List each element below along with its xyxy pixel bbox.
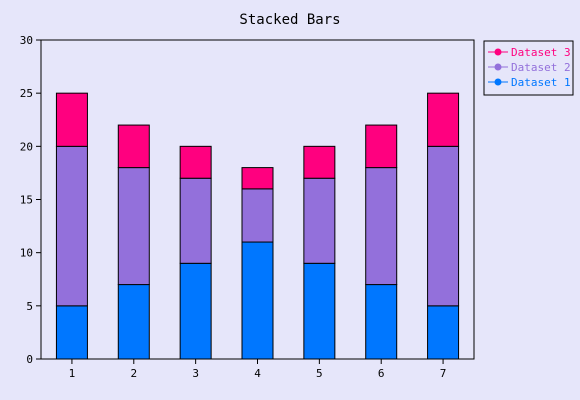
- y-tick-label: 20: [20, 140, 33, 153]
- y-tick-label: 10: [20, 247, 33, 260]
- x-tick-label: 3: [192, 367, 199, 380]
- legend-marker: [494, 78, 502, 86]
- legend-label-dataset-3: Dataset 3: [511, 46, 571, 59]
- bar-segment-dataset-2: [179, 177, 212, 264]
- legend: Dataset 3 Dataset 2 Dataset 1: [483, 40, 574, 96]
- x-tick-label: 4: [254, 367, 261, 380]
- bar-segment-dataset-3: [427, 92, 460, 147]
- bar-segment-dataset-3: [303, 145, 336, 179]
- bar-segment-dataset-3: [365, 124, 398, 169]
- bar-segment-dataset-2: [55, 145, 88, 307]
- x-tick-label: 1: [69, 367, 76, 380]
- bar-segment-dataset-3: [179, 145, 212, 179]
- bar-segment-dataset-3: [55, 92, 88, 147]
- bar-segment-dataset-2: [365, 167, 398, 286]
- legend-label-dataset-2: Dataset 2: [511, 61, 571, 74]
- bar-segment-dataset-3: [241, 167, 274, 190]
- legend-marker: [494, 48, 502, 56]
- x-tick-label: 5: [316, 367, 323, 380]
- x-tick-label: 7: [440, 367, 447, 380]
- legend-label-dataset-1: Dataset 1: [511, 76, 571, 89]
- axes-layer: 0 5 10 15 20 25 30 1 2 3 4 5 6 7: [20, 34, 447, 380]
- y-tick-label: 5: [26, 300, 33, 313]
- y-tick-label: 25: [20, 87, 33, 100]
- bars-layer: [55, 92, 460, 360]
- y-tick-label: 0: [26, 353, 33, 366]
- bar-segment-dataset-1: [303, 262, 336, 360]
- bar-segment-dataset-1: [427, 305, 460, 360]
- bar-segment-dataset-2: [427, 145, 460, 307]
- y-tick-label: 30: [20, 34, 33, 47]
- bar-segment-dataset-1: [241, 241, 274, 360]
- x-tick-label: 6: [378, 367, 385, 380]
- y-tick-label: 15: [20, 194, 33, 207]
- legend-marker: [494, 63, 502, 71]
- bar-segment-dataset-1: [117, 284, 150, 360]
- bar-segment-dataset-2: [117, 167, 150, 286]
- bar-segment-dataset-2: [241, 188, 274, 243]
- bar-segment-dataset-1: [55, 305, 88, 360]
- bar-segment-dataset-2: [303, 177, 336, 264]
- bar-segment-dataset-1: [365, 284, 398, 360]
- bar-segment-dataset-1: [179, 262, 212, 360]
- chart-title: Stacked Bars: [239, 12, 340, 28]
- bar-segment-dataset-3: [117, 124, 150, 169]
- x-tick-label: 2: [130, 367, 137, 380]
